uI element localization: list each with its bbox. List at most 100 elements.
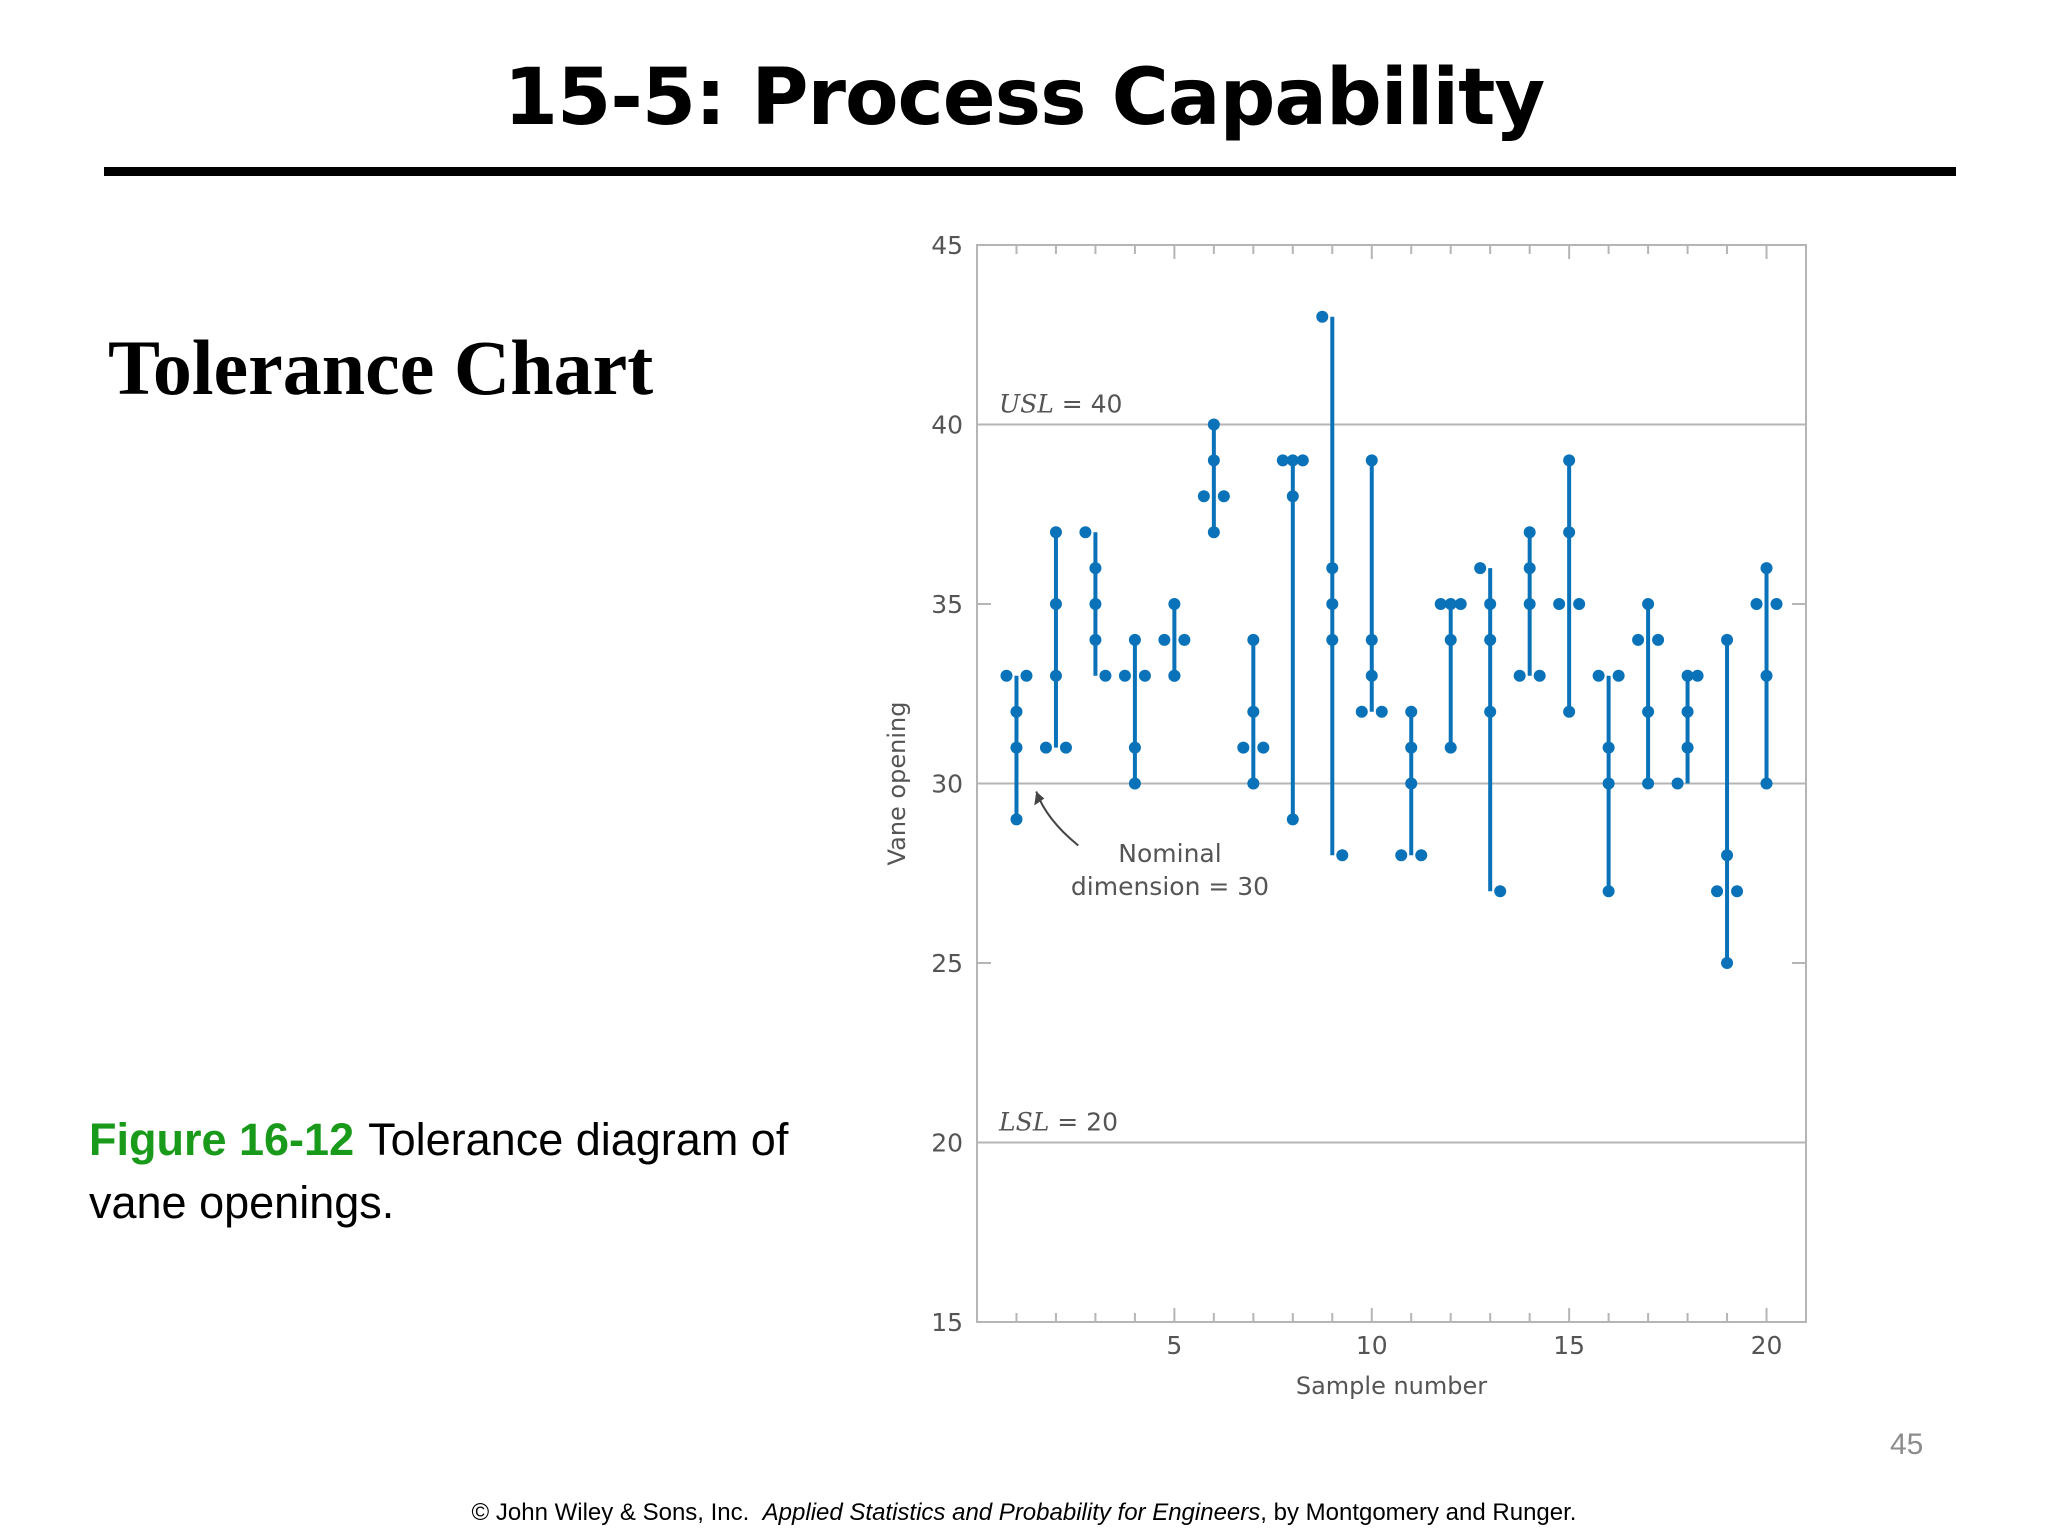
sample-point: [1089, 562, 1102, 575]
sample-point: [1059, 741, 1072, 754]
sample-point: [1642, 598, 1655, 610]
sample-point: [1454, 598, 1467, 610]
sample-point: [1168, 669, 1181, 682]
sample-point: [1760, 777, 1773, 790]
x-tick-label: 20: [1751, 1331, 1783, 1360]
sample-point: [1365, 669, 1378, 682]
sample-point: [1000, 669, 1013, 682]
sample-point: [1484, 633, 1497, 646]
sample-point: [1523, 598, 1536, 610]
sample-point: [1513, 669, 1526, 682]
y-tick-label: 15: [931, 1308, 963, 1337]
sample-point: [1691, 669, 1704, 682]
sample-point: [1721, 849, 1734, 862]
sample-point: [1128, 741, 1141, 754]
figure-caption-label: Figure 16-12: [89, 1114, 355, 1165]
sample-point: [1405, 741, 1418, 754]
copyright-footer: © John Wiley & Sons, Inc. Applied Statis…: [0, 1499, 2048, 1527]
sample-point: [1286, 454, 1299, 467]
sample-point: [1523, 562, 1536, 575]
sample-point: [1276, 454, 1289, 467]
y-axis-title: Vane opening: [883, 702, 911, 866]
sample-point: [1642, 705, 1655, 718]
sample-point: [1020, 669, 1033, 682]
sample-point: [1770, 598, 1783, 610]
sample-point: [1128, 777, 1141, 790]
title-rule: [104, 167, 1956, 176]
sample-point: [1158, 633, 1171, 646]
sample-point: [1642, 777, 1655, 790]
sample-point: [1257, 741, 1270, 754]
sample-point: [1010, 741, 1023, 754]
sample-point: [1681, 669, 1694, 682]
sample-point: [1652, 633, 1665, 646]
sample-point: [1523, 526, 1536, 539]
reference-label-var: USL: [999, 390, 1054, 419]
sample-point: [1444, 598, 1457, 610]
sample-point: [1049, 526, 1062, 539]
reference-label-var: LSL: [998, 1108, 1049, 1137]
sample-point: [1247, 633, 1260, 646]
sample-point: [1553, 598, 1566, 610]
y-tick-label: 30: [931, 770, 963, 799]
sample-point: [1247, 777, 1260, 790]
sample-point: [1711, 885, 1724, 898]
sample-point: [1128, 633, 1141, 646]
sample-point: [1681, 741, 1694, 754]
annotation-arrowhead: [1034, 791, 1045, 806]
sample-point: [1197, 490, 1210, 503]
sample-point: [1089, 633, 1102, 646]
sample-point: [1573, 598, 1586, 610]
sample-point: [1247, 705, 1260, 718]
sample-point: [1721, 633, 1734, 646]
sample-point: [1563, 454, 1576, 467]
sample-point: [1010, 813, 1023, 826]
sample-point: [1207, 454, 1220, 467]
sample-point: [1178, 633, 1191, 646]
sample-point: [1484, 598, 1497, 610]
sample-point: [1049, 598, 1062, 610]
reference-label: LSL = 20: [998, 1108, 1118, 1137]
y-tick-label: 40: [931, 411, 963, 440]
sample-point: [1207, 418, 1220, 431]
x-tick-label: 15: [1553, 1331, 1585, 1360]
sample-point: [1612, 669, 1625, 682]
sample-point: [1316, 310, 1329, 323]
reference-label-eq: = 20: [1049, 1108, 1118, 1137]
figure-caption: Figure 16-12 Tolerance diagram of vane op…: [89, 1108, 849, 1234]
sample-point: [1444, 633, 1457, 646]
footer-suffix: , by Montgomery and Runger.: [1260, 1499, 1577, 1526]
sample-point: [1681, 705, 1694, 718]
sample-point: [1296, 454, 1309, 467]
footer-prefix: © John Wiley & Sons, Inc.: [471, 1499, 750, 1526]
sample-point: [1405, 777, 1418, 790]
page-number: 45: [1890, 1428, 1924, 1461]
sample-point: [1336, 849, 1349, 862]
footer-book-title: Applied Statistics and Probability for E…: [762, 1499, 1261, 1526]
figure-caption-text: Tolerance diagram of vane openings.: [89, 1114, 789, 1228]
sample-point: [1326, 598, 1339, 610]
y-tick-label: 25: [931, 949, 963, 978]
sample-point: [1079, 526, 1092, 539]
sample-point: [1168, 598, 1181, 610]
sample-point: [1365, 454, 1378, 467]
sample-point: [1415, 849, 1428, 862]
sample-point: [1355, 705, 1368, 718]
sample-point: [1750, 598, 1763, 610]
sample-point: [1207, 526, 1220, 539]
sample-point: [1602, 777, 1615, 790]
slide-title: 15-5: Process Capability: [503, 53, 1545, 143]
y-tick-label: 35: [931, 590, 963, 619]
sample-point: [1326, 562, 1339, 575]
sample-point: [1474, 562, 1487, 575]
sample-point: [1494, 885, 1507, 898]
slide-subtitle: Tolerance Chart: [108, 324, 654, 411]
annotation-line-2: dimension = 30: [1071, 872, 1269, 901]
sample-point: [1760, 669, 1773, 682]
sample-point: [1760, 562, 1773, 575]
sample-point: [1721, 957, 1734, 969]
sample-point: [1365, 633, 1378, 646]
x-axis-title: Sample number: [1296, 1372, 1487, 1400]
sample-point: [1039, 741, 1052, 754]
